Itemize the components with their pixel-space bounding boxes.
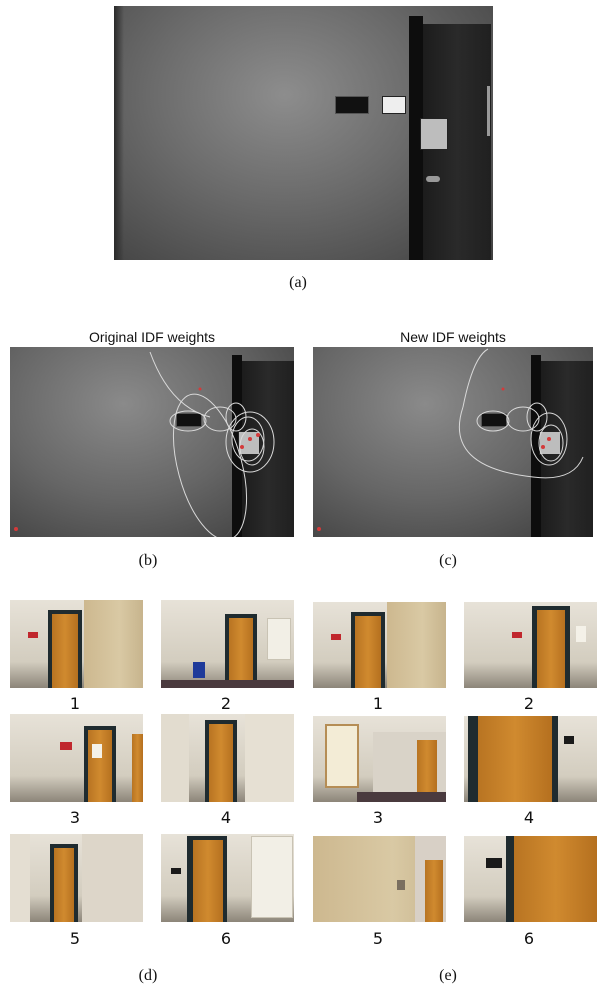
retrieved-image-e6 (464, 836, 597, 922)
retrieved-image-d4 (161, 714, 294, 802)
door (537, 610, 565, 688)
retrieved-image-e4 (464, 716, 597, 802)
title-new-idf: New IDF weights (400, 329, 506, 345)
rank-e3: 3 (372, 808, 384, 827)
pillar (387, 602, 446, 688)
retrieved-image-e1 (313, 602, 446, 688)
whiteboard (325, 724, 359, 788)
door (88, 730, 112, 802)
retrieved-image-d6 (161, 834, 294, 922)
retrieved-image-e3 (313, 716, 446, 802)
image-c (313, 347, 593, 537)
door (54, 848, 74, 922)
pillar (245, 714, 294, 802)
door (193, 840, 223, 922)
door-plate (238, 431, 260, 455)
room-sign (382, 96, 406, 114)
poster (251, 836, 293, 918)
door (52, 614, 78, 688)
retrieved-image-e2 (464, 602, 597, 688)
red-sign (331, 634, 341, 640)
paper-notice (576, 626, 586, 642)
caption-b: (b) (138, 552, 158, 569)
pillar (82, 834, 143, 922)
rank-d6: 6 (220, 929, 232, 948)
floor (357, 792, 446, 802)
retrieved-image-d3 (10, 714, 143, 802)
name-sign (171, 868, 181, 874)
query-image-a (114, 6, 493, 260)
door-plate (420, 118, 448, 150)
wall-panel (161, 714, 189, 802)
caption-e: (e) (439, 967, 457, 984)
floor (161, 680, 294, 688)
rank-e1: 1 (372, 694, 384, 713)
door (209, 724, 233, 802)
wall-shadow-left (114, 6, 124, 260)
rank-d2: 2 (220, 694, 232, 713)
door (417, 740, 437, 792)
door (425, 860, 443, 922)
retrieved-image-d5 (10, 834, 143, 922)
rank-e2: 2 (523, 694, 535, 713)
door-frame (409, 16, 423, 260)
caption-d: (d) (138, 967, 158, 984)
rank-d5: 5 (69, 929, 81, 948)
retrieved-image-d2 (161, 600, 294, 688)
caption-a: (a) (289, 274, 307, 291)
door (514, 836, 597, 922)
pillar (84, 600, 143, 688)
rank-e6: 6 (523, 929, 535, 948)
red-sign (60, 742, 72, 750)
retrieved-image-e5 (313, 836, 446, 922)
door (229, 618, 253, 682)
feature-ellipses (14, 351, 275, 537)
name-sign (486, 858, 502, 868)
title-original-idf: Original IDF weights (88, 329, 216, 345)
feature-ellipses (317, 348, 584, 531)
rank-e5: 5 (372, 929, 384, 948)
rank-d4: 4 (220, 808, 232, 827)
door-edge (132, 734, 143, 802)
name-sign (335, 96, 369, 114)
wall-plate (397, 880, 405, 890)
name-sign (176, 413, 202, 427)
door (355, 616, 381, 688)
door-handle (426, 176, 440, 182)
door-edge-highlight (487, 86, 490, 136)
poster (267, 618, 291, 660)
red-sign (512, 632, 522, 638)
caption-c: (c) (439, 552, 457, 569)
door (478, 716, 552, 802)
wall-panel (10, 834, 30, 922)
red-sign (28, 632, 38, 638)
door-frame (531, 355, 541, 537)
recycle-bin (193, 662, 205, 678)
name-sign (564, 736, 574, 744)
rank-d1: 1 (69, 694, 81, 713)
paper-notice (92, 744, 102, 758)
rank-e4: 4 (523, 808, 535, 827)
retrieved-image-d1 (10, 600, 143, 688)
image-b (10, 347, 294, 537)
rank-d3: 3 (69, 808, 81, 827)
name-sign (481, 413, 507, 427)
